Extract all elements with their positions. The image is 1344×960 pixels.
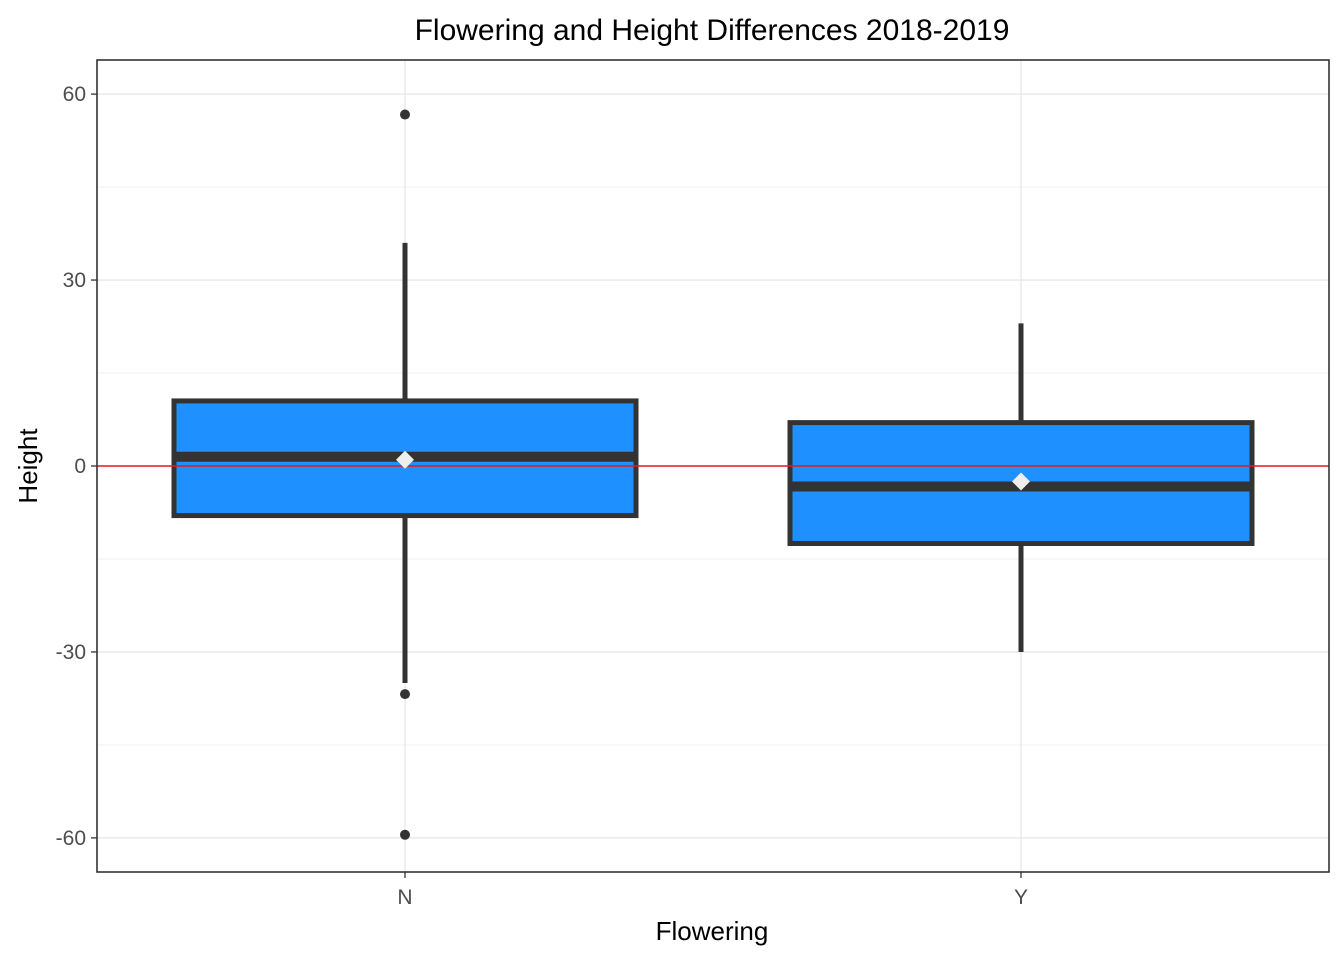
plot-area: 60 30 0 -30 -60 N Y [56,59,1330,909]
y-tick-label: 60 [63,83,86,106]
x-axis-title: Flowering [656,916,769,946]
y-tick-label: -30 [56,641,86,664]
y-tick-label: 0 [74,455,86,478]
y-axis-title: Height [13,428,43,504]
mean-marker [396,450,414,469]
outlier-point [400,689,410,700]
outlier-point [400,829,410,840]
x-tick-label: Y [1014,886,1028,909]
chart-title: Flowering and Height Differences 2018-20… [415,14,1010,47]
y-tick-label: 30 [63,269,86,292]
mean-marker [1012,472,1030,491]
x-tick-label: N [397,886,412,909]
y-tick-label: -60 [56,827,86,850]
outlier-point [400,109,410,120]
